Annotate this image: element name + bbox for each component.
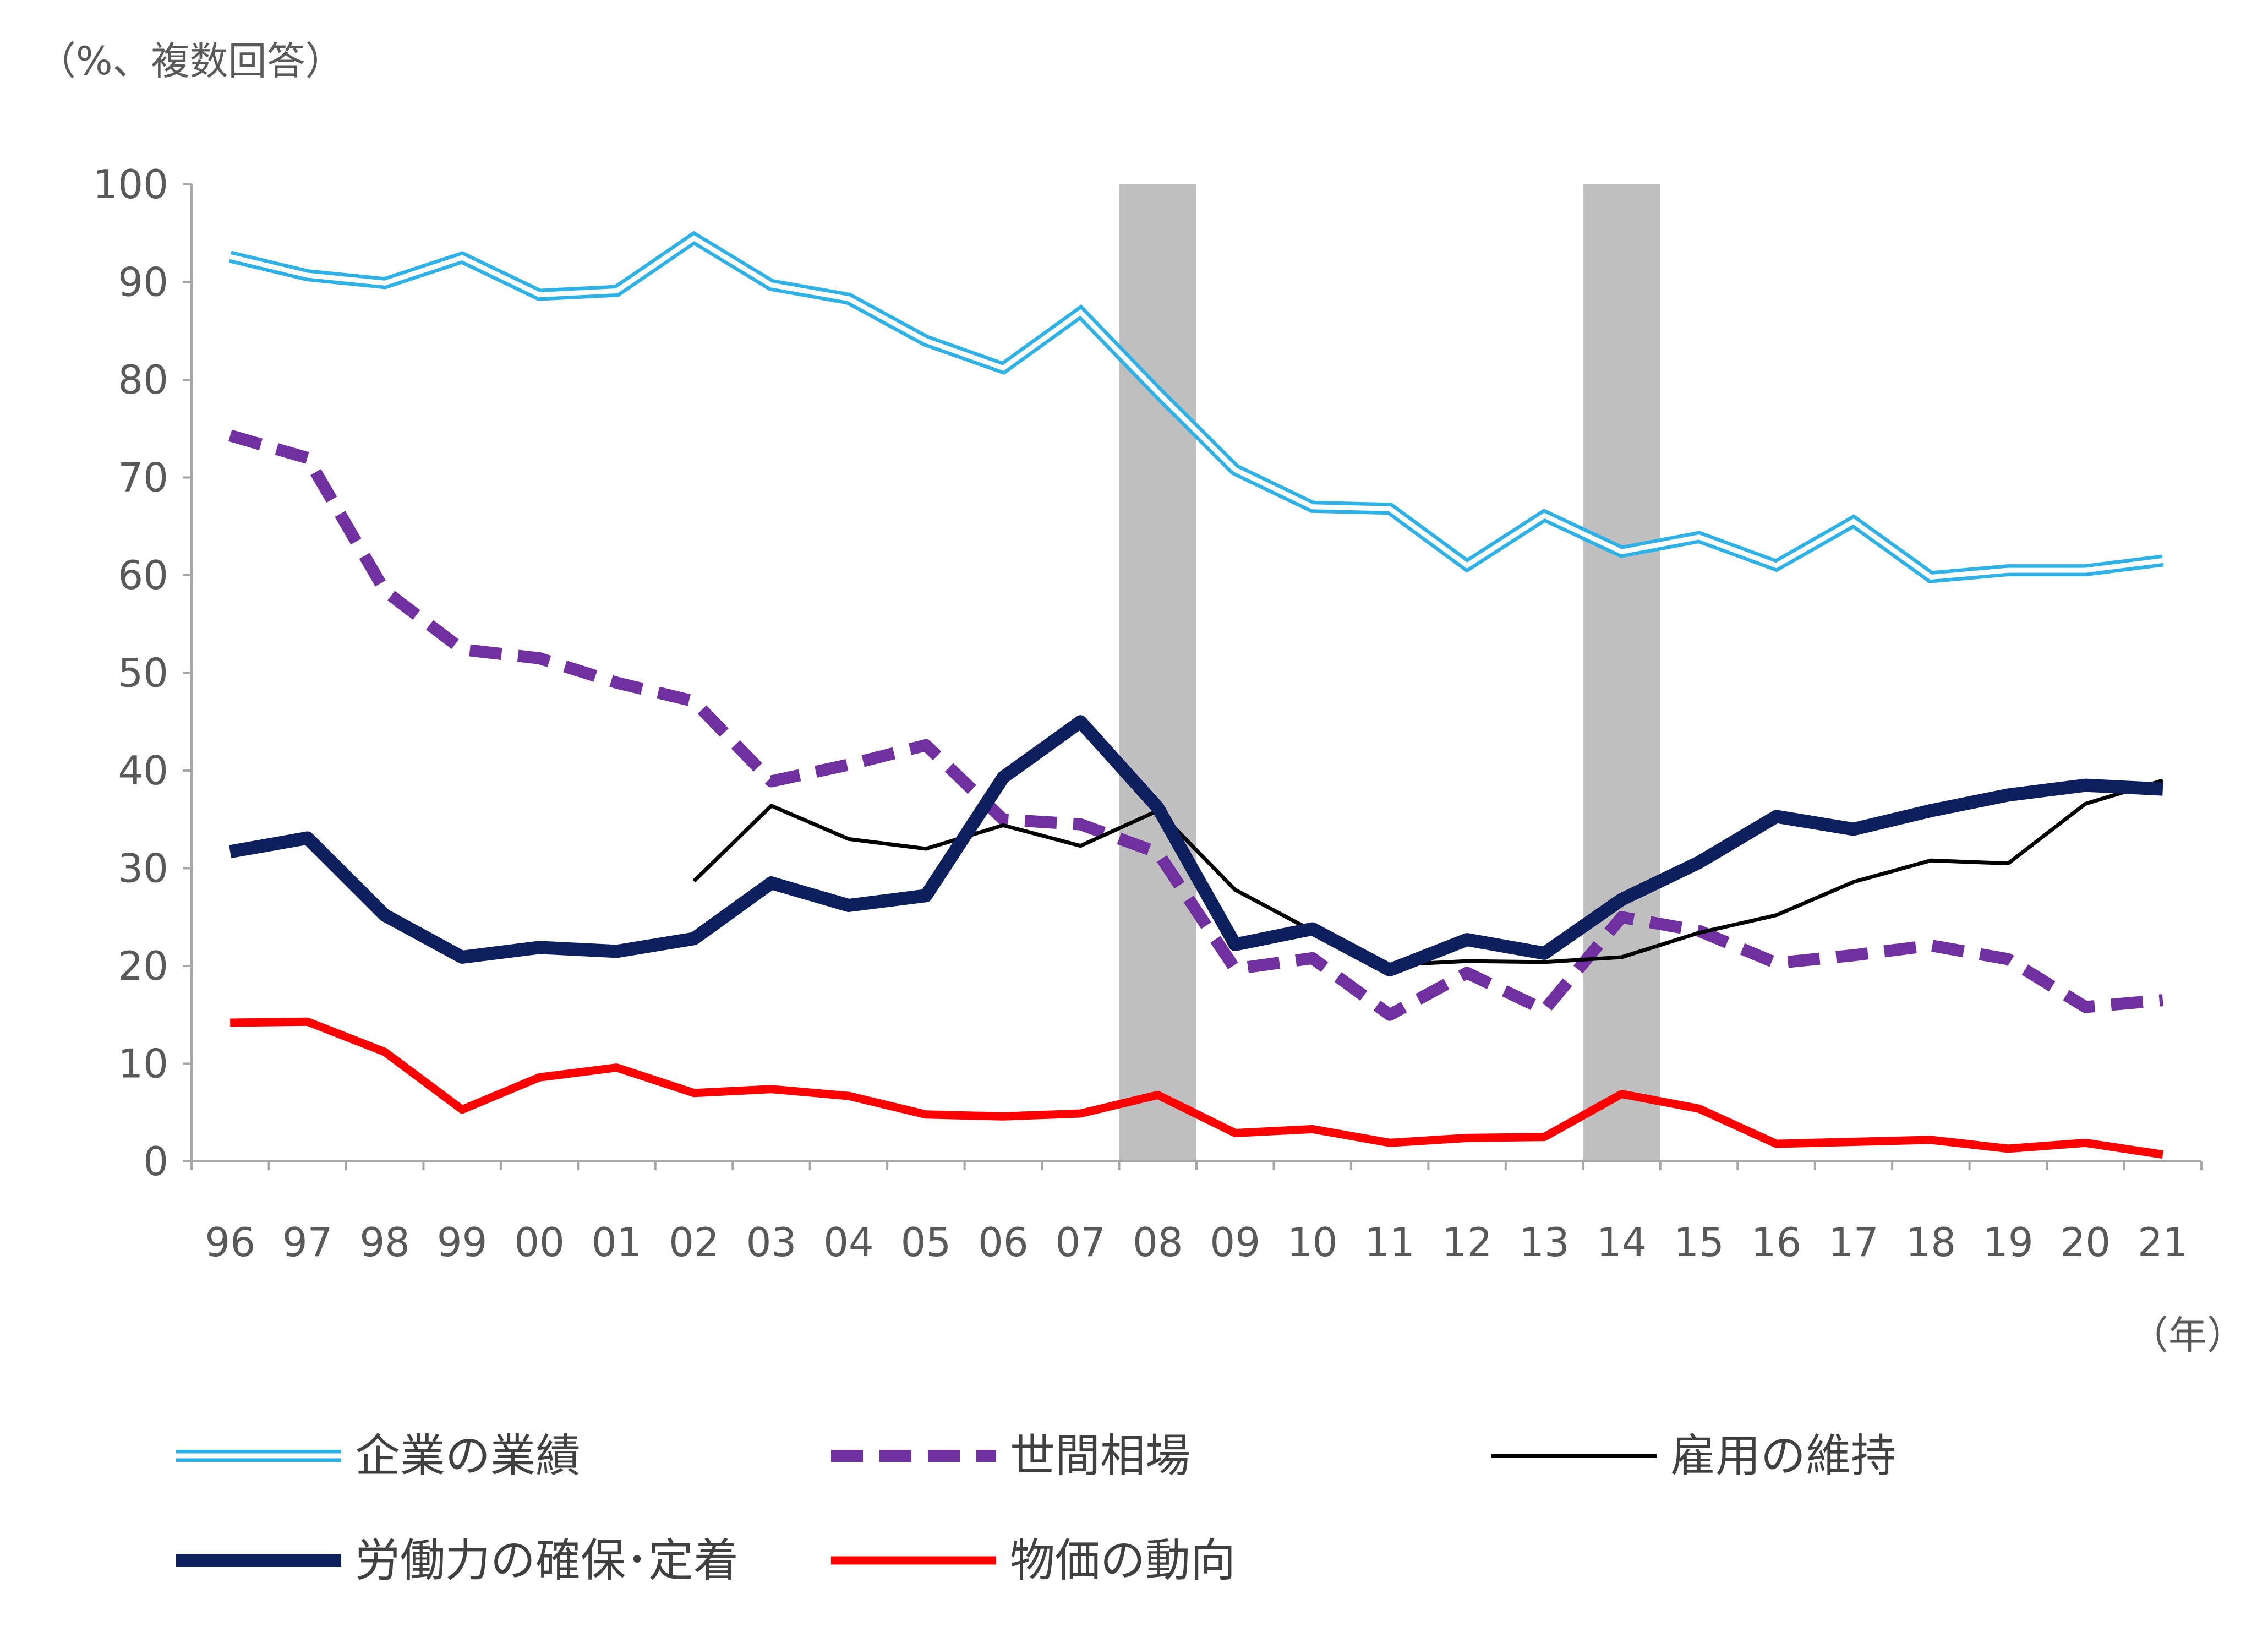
y-unit-label: （%、複数回答）: [37, 39, 344, 84]
legend-item-3: 雇用の維持: [1491, 1430, 1896, 1482]
x-tick-label: 19: [1983, 1219, 2034, 1265]
series-line-2: [228, 429, 2163, 1021]
x-tick-label: 05: [901, 1219, 952, 1265]
legend-item-2: 世間相場: [831, 1430, 1190, 1482]
series-5: [230, 1017, 2163, 1159]
series-line-5: [230, 1017, 2163, 1159]
y-tick-label: 50: [118, 650, 168, 696]
x-tick-label: 10: [1287, 1219, 1338, 1265]
x-tick-label: 01: [592, 1219, 642, 1265]
series-1: [228, 231, 2164, 583]
y-tick-label: 100: [93, 161, 168, 208]
y-tick-label: 10: [118, 1041, 168, 1087]
x-tick-label: 20: [2060, 1219, 2111, 1265]
x-tick-label: 99: [437, 1219, 488, 1265]
x-tick-label: 12: [1442, 1219, 1493, 1265]
y-tick-label: 70: [118, 455, 168, 501]
series-4: [229, 715, 2163, 977]
recession-shading: [1119, 184, 1660, 1161]
x-tick-label: 11: [1364, 1219, 1415, 1265]
shaded-period-2: [1583, 184, 1660, 1161]
x-tick-label: 15: [1674, 1219, 1724, 1265]
x-unit-label: （年）: [2130, 1313, 2245, 1358]
series-line-1-inner: [229, 235, 2163, 580]
y-tick-label: 60: [118, 552, 168, 598]
y-tick-label: 90: [118, 259, 168, 305]
x-tick-label: 04: [823, 1219, 874, 1265]
x-tick-label: 09: [1210, 1219, 1260, 1265]
x-tick-labels: 96 97 98 99 00 01 02 03 04 05 06 07 08 09 10 11 12 13 14 15…: [205, 1219, 2188, 1265]
x-tick-label: 08: [1133, 1219, 1183, 1265]
shaded-period-1: [1119, 184, 1196, 1161]
y-tick-label: 40: [118, 747, 168, 794]
series-line-4: [229, 715, 2163, 977]
x-tick-label: 14: [1597, 1219, 1647, 1265]
legend-label-2: 世間相場: [1010, 1430, 1190, 1482]
x-tick-label: 98: [359, 1219, 410, 1265]
legend-label-1: 企業の業績: [355, 1430, 581, 1482]
x-tick-label: 21: [2138, 1219, 2188, 1265]
x-tick-label: 96: [205, 1219, 255, 1265]
x-tick-label: 13: [1519, 1219, 1570, 1265]
legend-item-5: 物価の動向: [831, 1535, 1236, 1587]
series-lines: [228, 231, 2164, 1159]
series-3: [692, 778, 2163, 967]
x-tick-label: 17: [1828, 1219, 1879, 1265]
axes: [183, 183, 2203, 1170]
y-tick-label: 30: [118, 845, 168, 892]
y-tick-label: 20: [118, 943, 168, 989]
x-tick-label: 03: [746, 1219, 797, 1265]
legend-item-1: 企業の業績: [176, 1430, 581, 1482]
x-tick-label: 00: [514, 1219, 565, 1265]
y-tick-label: 80: [118, 357, 168, 403]
x-tick-label: 07: [1055, 1219, 1106, 1265]
legend-label-4: 労働力の確保･定着: [355, 1535, 739, 1587]
legend-label-5: 物価の動向: [1010, 1535, 1236, 1587]
series-2: [228, 429, 2163, 1021]
x-tick-label: 97: [282, 1219, 333, 1265]
legend-item-4: 労働力の確保･定着: [176, 1535, 739, 1587]
y-tick-labels: 0 10 20 30 40 50 60 70 80 90 100: [93, 161, 168, 1185]
series-line-3: [692, 778, 2163, 967]
x-tick-label: 02: [669, 1219, 719, 1265]
legend-label-3: 雇用の維持: [1670, 1430, 1896, 1482]
x-tick-label: 18: [1906, 1219, 1957, 1265]
x-tick-label: 06: [978, 1219, 1029, 1265]
x-tick-label: 16: [1751, 1219, 1802, 1265]
y-tick-label: 0: [143, 1138, 168, 1185]
